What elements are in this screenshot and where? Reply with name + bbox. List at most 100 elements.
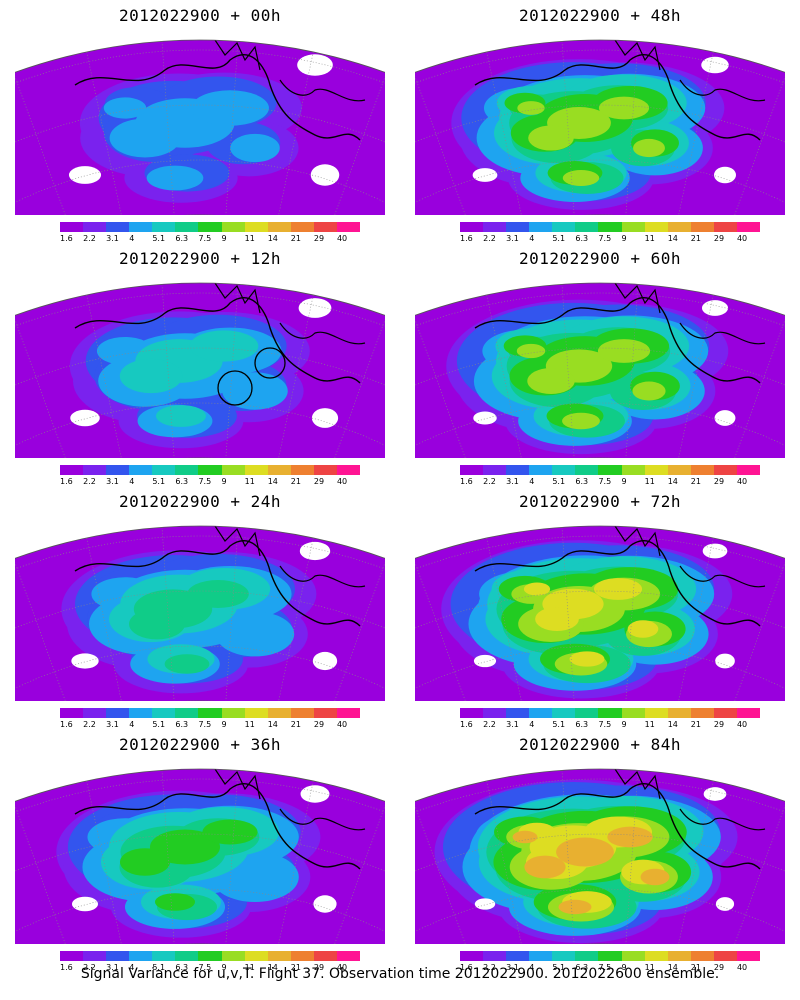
colorbar-tick-label: 14 — [667, 720, 678, 729]
panel-title: 2012022900 + 72h — [518, 492, 682, 511]
colorbar — [60, 951, 361, 961]
variance-map — [15, 39, 385, 215]
longitude-line — [161, 527, 175, 701]
colorbar-tick-label: 3.1 — [506, 720, 519, 729]
contour-blob — [627, 620, 659, 638]
arctic-islands-coastline — [214, 39, 366, 102]
colorbar-swatch — [552, 951, 576, 961]
longitude-line — [561, 770, 575, 944]
longitude-line — [486, 294, 524, 458]
colorbar-tick-label: 40 — [736, 963, 748, 972]
colorbar-tick-label: 29 — [713, 234, 725, 243]
colorbar-swatch — [690, 465, 714, 475]
map-sector-outline — [15, 39, 385, 215]
contour-blob — [598, 96, 650, 120]
colorbar-tick-label: 5.1 — [152, 963, 166, 972]
contour-blob — [103, 97, 147, 119]
latitude-line — [15, 402, 385, 454]
colorbar-swatch — [483, 951, 507, 961]
contour-blob — [558, 899, 592, 915]
contour-blob — [119, 848, 171, 876]
longitude-line — [15, 801, 74, 944]
colorbar-tick-label: 4 — [529, 477, 535, 486]
longitude-line — [276, 294, 314, 458]
colorbar-tick-label: 9 — [221, 477, 227, 486]
variance-map — [415, 39, 785, 215]
contour-blob — [189, 330, 259, 362]
colorbar-tick-label: 9 — [621, 234, 627, 243]
colorbar-swatch — [313, 708, 337, 718]
colorbar-swatch — [152, 951, 176, 961]
variance-map — [15, 282, 385, 458]
colorbar-tick-label: 40 — [336, 234, 348, 243]
colorbar-tick-label: 5.1 — [552, 477, 566, 486]
no-data-patch — [714, 410, 736, 426]
contour-blob — [230, 133, 280, 163]
colorbar-swatch — [667, 222, 691, 232]
highlight-circle — [217, 370, 253, 406]
longitude-line — [86, 294, 124, 458]
colorbar-tick-label: 1.6 — [460, 720, 473, 729]
latitude-line — [15, 590, 385, 648]
colorbar-tick-label: 29 — [313, 720, 325, 729]
contour-blob — [523, 582, 551, 596]
colorbar-tick-label: 11 — [644, 234, 655, 243]
colorbar-tick-label: 2.2 — [483, 963, 496, 972]
colorbar-swatch — [575, 951, 599, 961]
no-data-patch — [473, 654, 497, 668]
map-panel: 2012022900 + 72h 1.6 2.2 3.1 4 5.1 6.3 7.5 9 11 14… — [400, 486, 800, 729]
contour-blob — [129, 608, 185, 640]
colorbar-tick-label: 6.3 — [175, 477, 189, 486]
colorbar-swatch — [483, 222, 507, 232]
longitude-line — [415, 558, 474, 701]
contour-blob — [597, 339, 651, 363]
map-sector-outline — [15, 282, 385, 458]
no-data-patch — [313, 895, 337, 913]
longitude-line — [326, 558, 385, 701]
colorbar-swatch — [506, 708, 530, 718]
colorbar-swatch — [244, 465, 268, 475]
latitude-line — [415, 645, 785, 697]
colorbar-swatch — [483, 465, 507, 475]
colorbar-tick-label: 11 — [244, 234, 255, 243]
longitude-line — [415, 72, 474, 215]
colorbar-tick-label: 14 — [267, 234, 278, 243]
map-sector-outline — [15, 525, 385, 701]
no-data-patch — [713, 166, 737, 184]
longitude-line — [676, 537, 714, 701]
colorbar-swatch — [713, 222, 737, 232]
colorbar-tick-label: 4 — [129, 720, 135, 729]
longitude-line — [625, 284, 639, 458]
contour-blob — [562, 170, 600, 186]
colorbar-tick-label: 6.3 — [175, 963, 189, 972]
arctic-islands-coastline — [214, 282, 366, 345]
colorbar-swatch — [736, 465, 761, 475]
colorbar-swatch — [667, 951, 691, 961]
map-sector-outline — [415, 525, 785, 701]
colorbar-swatch — [106, 951, 130, 961]
colorbar — [60, 222, 361, 232]
longitude-line — [15, 72, 74, 215]
colorbar-swatch — [713, 951, 737, 961]
colorbar-swatch — [644, 708, 668, 718]
colorbar-swatch — [129, 222, 153, 232]
colorbar-tick-label: 1.6 — [60, 963, 73, 972]
colorbar-swatch — [483, 708, 507, 718]
colorbar-swatch — [267, 951, 291, 961]
colorbar-labels: 1.6 2.2 3.1 4 5.1 6.3 7.5 9 11 14 21 29 40 — [460, 963, 760, 973]
colorbar-tick-label: 1.6 — [460, 234, 473, 243]
contour-blob — [593, 578, 643, 600]
colorbar-swatch — [221, 465, 245, 475]
colorbar-swatch — [736, 222, 761, 232]
map-panel: 2012022900 + 60h 1.6 2.2 3.1 4 5.1 6.3 7.5 9 11 14… — [400, 243, 800, 486]
colorbar-tick-label: 2.2 — [483, 234, 496, 243]
colorbar-tick-label: 21 — [290, 234, 301, 243]
colorbar-tick-label: 4 — [129, 963, 135, 972]
colorbar-swatch — [129, 465, 153, 475]
colorbar-tick-label: 7.5 — [198, 234, 212, 243]
no-data-patch — [715, 897, 735, 911]
colorbar-swatch — [198, 465, 222, 475]
contour-blob — [633, 138, 665, 158]
no-data-patch — [474, 898, 496, 910]
colorbar-tick-label: 5.1 — [552, 234, 566, 243]
